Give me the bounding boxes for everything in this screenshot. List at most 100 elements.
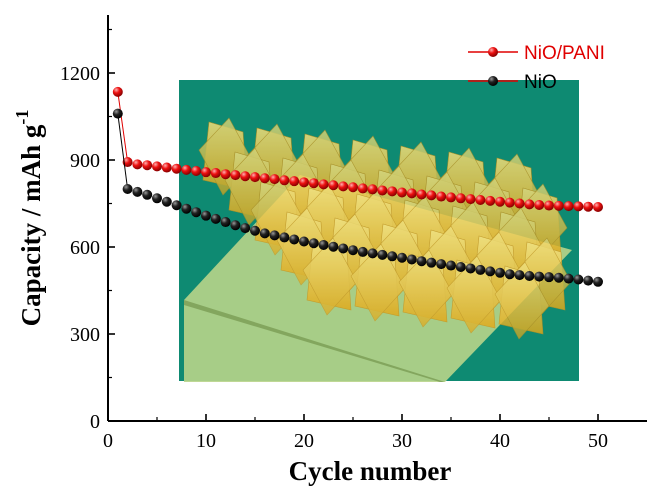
data-point [416,189,427,200]
y-tick-label: 1200 [60,63,100,85]
data-point [534,199,545,210]
data-point [259,228,270,239]
nanoflake [350,243,406,322]
data-point [279,175,290,186]
data-point [593,276,603,287]
data-point [387,251,398,262]
data-point [152,161,162,172]
data-point [181,203,192,214]
data-point [250,172,260,183]
data-point [406,188,417,199]
data-point [436,259,447,270]
data-point [426,190,437,201]
x-tick-label: 20 [294,430,314,452]
data-point [181,164,192,175]
data-point [446,192,456,203]
data-point [504,197,515,208]
data-point [269,174,280,185]
data-point [210,168,221,179]
data-point [563,273,574,284]
data-point [446,260,456,271]
data-point [220,169,231,180]
y-axis-title-main: Capacity / mAh g [16,124,46,326]
data-point [534,271,545,282]
y-tick-label: 600 [70,237,100,259]
data-point [230,220,241,231]
data-point [406,254,417,265]
data-point [583,201,594,212]
data-point [122,157,133,168]
data-point [171,200,182,211]
y-tick-label: 300 [70,324,100,346]
x-tick-label: 10 [196,430,216,452]
data-point [563,201,574,212]
data-point [259,173,270,184]
data-point [367,248,378,259]
data-point [465,194,476,205]
series-nio [112,108,603,287]
data-point [426,257,437,268]
data-point [152,193,162,204]
data-point [524,199,535,210]
data-point [112,108,123,119]
data-point [201,210,211,221]
data-point [573,201,584,212]
legend-label-nio-pani: NiO/PANI [524,43,605,64]
data-point [495,267,505,278]
data-point [524,271,535,281]
data-point [338,181,349,192]
y-tick-label: 0 [90,411,100,433]
x-tick-label: 0 [103,430,113,452]
legend: NiO/PANI NiO [468,43,605,93]
y-axis-title: Capacity / mAh g-1 [12,110,46,327]
data-point [161,196,172,207]
data-point [348,245,358,256]
data-point [357,183,368,194]
data-point [279,232,290,243]
data-point [132,186,143,197]
data-point [122,184,133,194]
data-point [250,225,260,236]
data-point [308,178,319,189]
data-point [318,179,329,190]
legend-marker-nio-pani [488,47,498,57]
data-point [416,256,427,267]
data-point [485,195,496,206]
data-point [573,274,584,285]
series-initial-drop-line [117,91,129,163]
data-point [357,246,368,257]
data-point [553,200,564,211]
legend-marker-nio [488,76,498,86]
data-point [397,252,407,263]
y-axis-title-superscript: -1 [12,110,32,125]
data-point [387,186,398,197]
data-point [142,160,153,171]
data-point [142,189,153,200]
data-point [475,195,486,206]
data-point [132,159,143,170]
data-point [348,182,358,193]
data-point [514,270,525,281]
data-point [191,207,202,218]
series-nio-pani [112,86,603,212]
x-tick-label: 50 [588,430,608,452]
axis-ticks: 0 300 600 900 1200 0 10 20 30 40 50 [60,28,608,452]
data-point [191,166,202,177]
data-point [553,272,564,283]
data-series [112,86,603,287]
data-point [495,196,505,207]
legend-label-nio: NiO [524,72,557,93]
series-initial-drop-line [117,113,129,190]
y-tick-label: 900 [70,150,100,172]
data-point [328,180,339,191]
data-point [328,241,339,252]
data-point [289,176,300,187]
data-point [485,266,496,277]
data-point [308,238,319,249]
x-tick-label: 40 [490,430,510,452]
axes [107,15,647,422]
data-point [544,200,554,211]
data-point [338,243,349,254]
data-point [397,187,407,198]
nanoflake [398,249,454,328]
